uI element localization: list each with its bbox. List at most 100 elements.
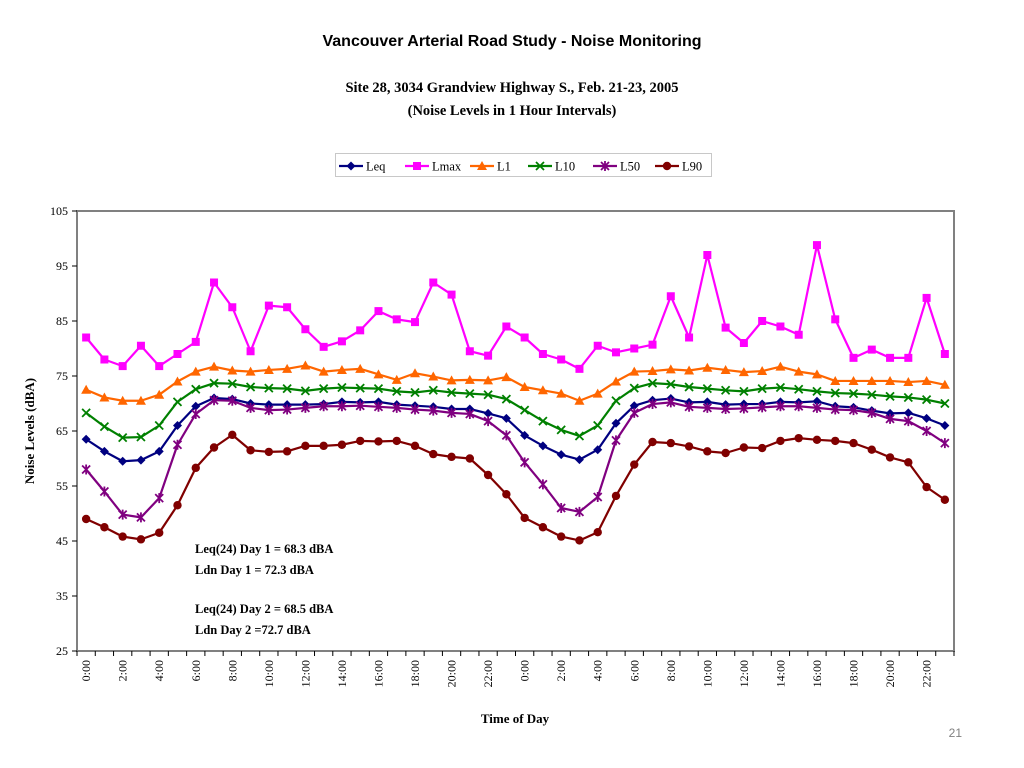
data-point-lmax [886, 353, 895, 362]
x-tick-label: 14:00 [773, 660, 787, 687]
y-tick-label: 75 [56, 369, 68, 383]
data-point-leq [172, 421, 182, 430]
data-point-l50 [465, 408, 475, 419]
data-point-l50 [666, 397, 676, 408]
data-point-l90 [282, 447, 292, 456]
data-point-l10 [867, 390, 877, 400]
data-point-lmax [685, 333, 694, 342]
legend-item-l50: L50 [593, 160, 640, 174]
data-point-l50 [519, 457, 530, 468]
data-point-l1 [848, 375, 859, 385]
data-point-l50 [684, 401, 694, 412]
data-point-l10 [574, 431, 585, 441]
data-point-l1 [373, 369, 384, 379]
data-point-lmax [648, 340, 657, 349]
y-tick-label: 65 [56, 424, 68, 438]
data-point-lmax [538, 350, 547, 358]
y-tick-label: 105 [50, 204, 68, 218]
data-point-l1 [757, 366, 768, 376]
data-point-lmax [703, 251, 712, 259]
data-point-l1 [629, 366, 640, 376]
x-tick-label: 16:00 [371, 660, 385, 687]
data-point-lmax [82, 333, 91, 342]
data-point-l50 [99, 486, 110, 497]
data-point-l1 [738, 367, 749, 377]
data-point-l10 [848, 388, 859, 399]
data-point-l10 [794, 384, 804, 394]
data-point-l10 [191, 384, 201, 394]
data-point-l1 [684, 365, 695, 375]
data-point-l90 [191, 463, 200, 473]
legend-label: L10 [555, 160, 575, 174]
data-point-l90 [209, 443, 219, 452]
data-point-l50 [903, 416, 913, 427]
data-point-l1 [300, 360, 311, 370]
series-line-lmax [85, 244, 946, 370]
data-point-l1 [282, 363, 293, 373]
data-point-l90 [319, 441, 328, 451]
data-point-l90 [264, 447, 274, 457]
data-point-l90 [173, 501, 182, 510]
data-point-lmax [484, 351, 493, 360]
data-point-lmax [904, 353, 913, 362]
data-point-lmax [173, 350, 182, 358]
data-point-leq [191, 401, 201, 411]
data-point-l50 [282, 404, 292, 415]
data-point-l1 [245, 366, 256, 376]
data-point-l90 [355, 436, 365, 446]
data-point-l10 [172, 397, 183, 407]
legend-item-lmax: Lmax [405, 160, 462, 174]
series-l1 [81, 360, 950, 405]
data-point-l90 [337, 440, 347, 449]
data-point-l90 [831, 436, 840, 446]
data-point-l10 [757, 384, 767, 394]
data-point-lmax [812, 241, 821, 250]
series-l50 [81, 395, 950, 523]
x-tick-label: 18:00 [847, 660, 861, 687]
data-point-lmax [557, 355, 566, 364]
legend-marker-lmax [413, 162, 421, 170]
data-point-l90 [849, 438, 858, 448]
legend-label: Leq [366, 160, 386, 174]
data-point-lmax [210, 278, 219, 287]
series-line-l50 [85, 399, 946, 519]
data-point-l50 [81, 464, 91, 475]
data-point-l90 [118, 532, 127, 541]
x-tick-label: 6:00 [627, 660, 641, 681]
data-point-l90 [556, 532, 566, 541]
data-point-l1 [336, 364, 347, 374]
data-point-l1 [483, 375, 494, 385]
data-point-l50 [794, 401, 804, 412]
data-point-lmax [301, 325, 310, 334]
data-point-l10 [264, 383, 274, 393]
data-point-lmax [264, 301, 273, 310]
data-point-l1 [117, 395, 128, 405]
data-point-l90 [374, 437, 383, 446]
legend-label: L50 [620, 160, 640, 174]
data-point-l1 [428, 371, 439, 381]
data-point-l90 [776, 436, 785, 446]
data-point-l1 [610, 376, 621, 386]
data-point-lmax [849, 353, 858, 362]
data-point-l10 [428, 385, 438, 395]
x-tick-label: 8:00 [664, 660, 678, 681]
data-point-leq [501, 413, 511, 423]
data-point-l50 [337, 401, 347, 412]
data-point-l1 [702, 362, 713, 372]
data-point-l1 [720, 364, 731, 374]
data-point-l10 [337, 382, 347, 393]
data-point-l1 [501, 372, 512, 382]
data-point-leq [922, 413, 932, 423]
data-point-l90 [81, 514, 91, 524]
data-point-l90 [246, 446, 255, 455]
data-point-l50 [410, 404, 420, 415]
data-point-lmax [337, 337, 346, 346]
data-point-l10 [775, 382, 786, 393]
data-point-lmax [228, 303, 237, 312]
data-point-l50 [940, 438, 950, 449]
data-point-l90 [904, 458, 913, 467]
data-point-lmax [758, 317, 767, 325]
data-point-l1 [775, 361, 786, 371]
data-point-leq [136, 455, 146, 465]
data-point-l1 [574, 395, 585, 405]
